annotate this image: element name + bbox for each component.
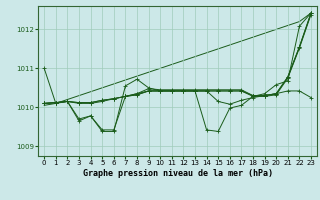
- X-axis label: Graphe pression niveau de la mer (hPa): Graphe pression niveau de la mer (hPa): [83, 169, 273, 178]
